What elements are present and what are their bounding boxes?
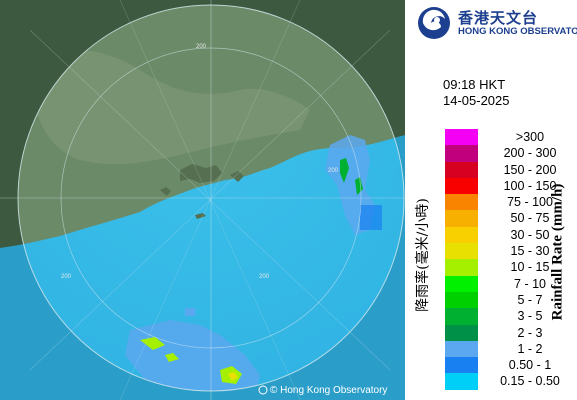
legend-label: 5 - 7 (517, 292, 543, 307)
legend-swatch (445, 357, 478, 374)
legend-label: 2 - 3 (517, 325, 543, 340)
legend-label: 0.50 - 1 (508, 358, 552, 373)
legend-swatch (445, 275, 478, 292)
info-panel: 香港天文台 HONG KONG OBSERVATORY 09:18 HKT 14… (405, 0, 577, 400)
hong-kong-island (180, 164, 222, 183)
legend-swatch (445, 177, 478, 195)
legend-label: 7 - 10 (514, 276, 546, 291)
legend-label: 10 - 15 (510, 260, 550, 275)
legend-label: 15 - 30 (510, 244, 550, 259)
legend-swatch (445, 243, 478, 260)
ring-label-left: 200 (61, 274, 72, 280)
legend-label: 200 - 300 (503, 146, 557, 161)
legend-swatch (445, 291, 478, 309)
copyright-text: © Hong Kong Observatory (270, 385, 388, 396)
legend-swatch (445, 324, 478, 341)
legend-label: 100 - 150 (503, 178, 557, 193)
legend-swatch (445, 210, 478, 227)
logo-name-english: HONG KONG OBSERVATORY (458, 26, 577, 37)
legend-label: >300 (515, 130, 545, 144)
legend-title-english: Rainfall Rate (mm/h) (549, 183, 566, 321)
ring-label-top: 200 (196, 44, 207, 50)
ring-label-right: 200 (259, 274, 270, 280)
legend-label: 3 - 5 (517, 309, 543, 324)
rain-echoes-east (325, 135, 382, 235)
legend-swatch (445, 259, 478, 276)
grid-line-spoke-a (119, 0, 301, 400)
legend-swatch (445, 308, 478, 325)
legend-label: 150 - 200 (503, 162, 557, 177)
hko-emblem-icon (418, 7, 450, 39)
legend-swatch (445, 161, 478, 178)
legend-label: 1 - 2 (517, 341, 543, 356)
urban-area (30, 49, 310, 165)
legend-label: 50 - 75 (510, 211, 550, 226)
legend-swatch (445, 340, 478, 358)
legend-swatch (445, 129, 478, 146)
legend-swatch (445, 194, 478, 211)
grid-line-spoke-b (119, 0, 301, 400)
legend-label: 75 - 100 (507, 195, 553, 210)
observation-date: 14-05-2025 (443, 93, 510, 108)
radar-map: 200 200 200 200 © Hong Kong Observatory (0, 0, 405, 400)
legend-swatch (445, 373, 478, 390)
legend-label: 30 - 50 (510, 227, 550, 242)
legend-swatch (445, 226, 478, 244)
legend-swatch (445, 145, 478, 162)
logo-name-chinese: 香港天文台 (458, 10, 539, 27)
legend-title-chinese: 降雨率(毫米/小時) (415, 198, 431, 312)
copyright-emblem-icon (258, 385, 268, 395)
legend-label: 0.15 - 0.50 (500, 374, 560, 389)
observation-time: 09:18 HKT (443, 77, 506, 92)
grid-line-diagonal-b (29, 29, 391, 371)
observatory-logo: 香港天文台 HONG KONG OBSERVATORY (415, 5, 577, 41)
ring-label-east: 200 (328, 168, 339, 174)
radar-image (0, 0, 405, 400)
